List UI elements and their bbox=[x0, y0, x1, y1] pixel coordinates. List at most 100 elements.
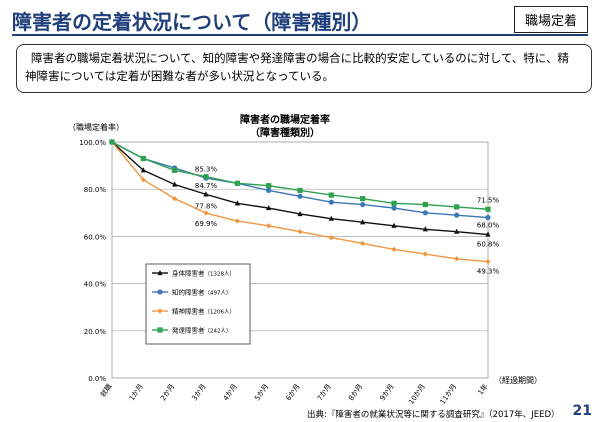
data-point bbox=[422, 201, 428, 208]
legend: 身体障害者（1328人） 知的障害者（497人） 精神障害者（1206人） 発達障害者… bbox=[145, 263, 251, 345]
x-tick-label: 9か月 bbox=[378, 383, 395, 403]
legend-marker bbox=[157, 308, 163, 314]
legend-marker bbox=[157, 269, 163, 276]
y-tick-label: 0.0% bbox=[88, 375, 106, 383]
data-label: 84.7% bbox=[195, 182, 218, 190]
summary-box: 障害者の職場定着状況について、知的障害や発達障害の場合に比較的安定しているのに対… bbox=[16, 44, 592, 93]
data-point bbox=[360, 219, 366, 225]
data-point bbox=[391, 246, 397, 252]
data-point bbox=[234, 200, 240, 206]
x-tick-label: 11か月 bbox=[439, 383, 459, 406]
data-point bbox=[172, 181, 178, 187]
data-point bbox=[485, 231, 491, 237]
y-tick-label: 40.0% bbox=[84, 281, 107, 289]
data-point bbox=[266, 187, 272, 193]
summary-line-1: 障害者の職場定着状況について、知的障害や発達障害の場合に比較的安定しているのに対… bbox=[31, 51, 569, 65]
data-point bbox=[203, 191, 209, 197]
data-point bbox=[203, 174, 209, 180]
x-tick-label: 2か月 bbox=[159, 383, 176, 403]
series-3 bbox=[109, 139, 491, 265]
data-point bbox=[391, 222, 397, 228]
data-point bbox=[422, 251, 428, 257]
series-line bbox=[111, 141, 489, 263]
y-tick-label: 60.0% bbox=[84, 233, 107, 241]
legend-label: 発達障害者（242人） bbox=[172, 326, 232, 335]
chart-title-line-1: 障害者の職場定着率 bbox=[240, 115, 330, 126]
data-point bbox=[422, 210, 428, 216]
x-tick-label: 就職 bbox=[98, 382, 113, 399]
data-label: 68.0% bbox=[477, 222, 500, 230]
data-point bbox=[485, 206, 491, 212]
series-2 bbox=[109, 139, 491, 221]
data-point bbox=[454, 228, 460, 234]
data-point bbox=[297, 210, 303, 217]
data-point bbox=[328, 199, 334, 205]
x-axis-label: （経過期間） bbox=[494, 375, 542, 385]
series-line bbox=[111, 141, 489, 219]
series-1 bbox=[109, 138, 491, 237]
data-point bbox=[109, 139, 115, 145]
data-point bbox=[172, 196, 178, 202]
summary-line-2: 神障害については定着が困難な者が多い状況となっている。 bbox=[25, 68, 335, 83]
legend-label: 知的障害者（497人） bbox=[172, 288, 232, 297]
y-axis-label: （職場定着率） bbox=[68, 123, 124, 132]
data-point bbox=[328, 234, 334, 241]
data-label: 49.3% bbox=[477, 268, 500, 276]
data-label: 69.9% bbox=[195, 220, 218, 228]
data-label: 85.3% bbox=[195, 166, 218, 174]
data-point bbox=[454, 256, 460, 262]
page-title: 障害者の定着状況について（障害種別） bbox=[12, 10, 372, 34]
data-point bbox=[328, 215, 334, 221]
x-tick-label: 3か月 bbox=[190, 383, 207, 403]
page-number: 21 bbox=[572, 403, 592, 419]
data-point bbox=[485, 259, 491, 265]
chart-title: 障害者の職場定着率 （障害種類別） bbox=[200, 115, 370, 140]
series-line bbox=[111, 141, 489, 210]
x-tick-label: 5か月 bbox=[253, 383, 270, 403]
data-point bbox=[140, 155, 146, 162]
data-point bbox=[297, 229, 303, 235]
data-label: 71.5% bbox=[477, 196, 500, 204]
data-point bbox=[454, 212, 460, 218]
title-underline bbox=[12, 34, 588, 36]
data-point bbox=[391, 205, 397, 211]
chart-title-line-2: （障害種類別） bbox=[250, 127, 320, 139]
legend-label: 精神障害者（1206人） bbox=[172, 307, 235, 316]
data-point bbox=[422, 226, 428, 232]
x-tick-label: 4か月 bbox=[222, 383, 239, 403]
data-label: 60.8% bbox=[477, 241, 500, 249]
data-point bbox=[140, 167, 146, 173]
source-citation: 出典:『障害者の就業状況等に関する調査研究』（2017年、JEED） bbox=[307, 410, 560, 420]
data-point bbox=[454, 204, 460, 210]
x-tick-label: 8か月 bbox=[347, 383, 364, 403]
data-point bbox=[140, 177, 146, 183]
y-tick-label: 80.0% bbox=[84, 186, 107, 194]
data-point bbox=[234, 180, 240, 186]
x-tick-label: 1年 bbox=[476, 382, 490, 397]
y-tick-label: 100.0% bbox=[79, 139, 106, 147]
data-point bbox=[360, 196, 366, 202]
data-point bbox=[203, 210, 209, 216]
data-point bbox=[297, 193, 303, 199]
legend-marker bbox=[157, 289, 163, 295]
y-tick-label: 20.0% bbox=[84, 328, 107, 336]
x-tick-label: 7か月 bbox=[316, 383, 333, 403]
data-point bbox=[266, 183, 272, 189]
x-tick-label: 6か月 bbox=[284, 383, 301, 403]
data-point bbox=[360, 201, 366, 208]
legend-label: 身体障害者（1328人） bbox=[172, 269, 235, 278]
x-tick-label: 10か月 bbox=[407, 383, 427, 406]
data-point bbox=[266, 223, 272, 229]
data-label: 77.8% bbox=[195, 202, 218, 210]
data-point bbox=[172, 167, 178, 173]
data-point bbox=[328, 192, 334, 198]
data-point bbox=[391, 200, 397, 206]
data-point bbox=[297, 187, 303, 193]
data-point bbox=[266, 204, 272, 211]
series-4 bbox=[109, 139, 491, 212]
data-point bbox=[485, 214, 491, 221]
legend-marker bbox=[157, 327, 163, 333]
x-tick-label: 1か月 bbox=[128, 383, 145, 403]
category-badge: 職場定着 bbox=[513, 6, 588, 33]
